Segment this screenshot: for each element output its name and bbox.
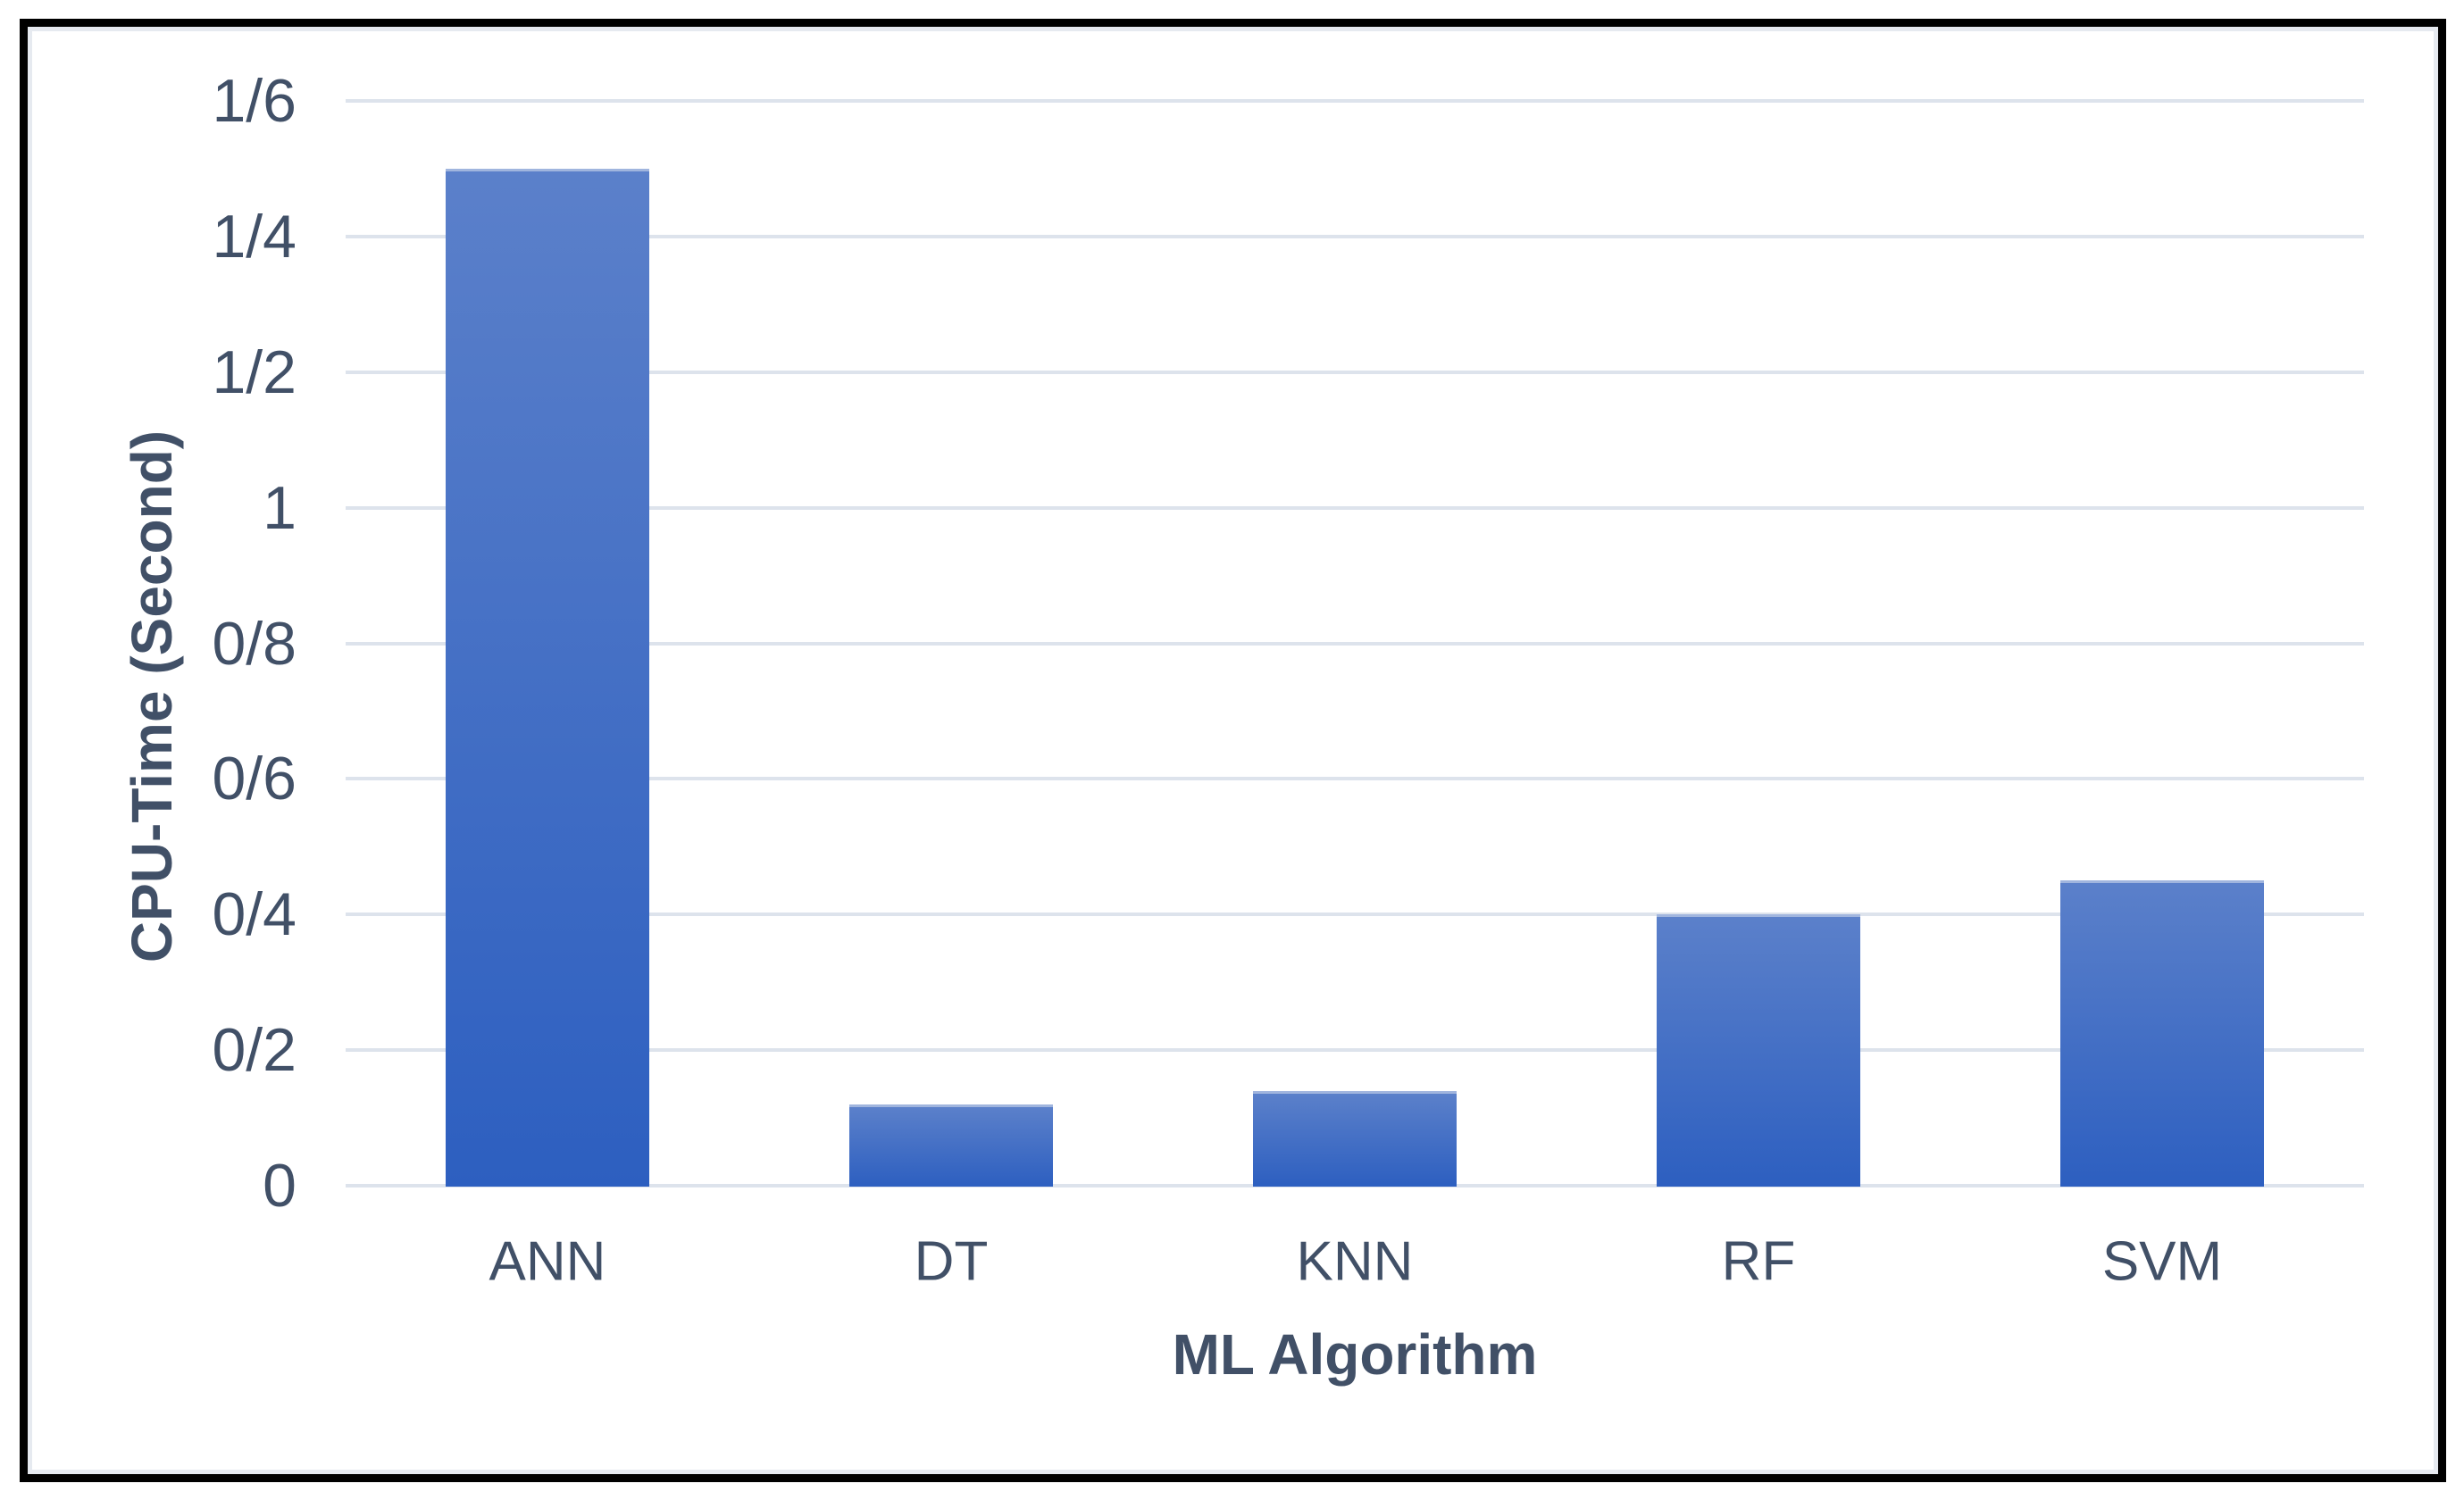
x-axis-title: ML Algorithm — [1172, 1322, 1538, 1387]
y-tick-label-1-2: 1/2 — [212, 338, 297, 406]
gridline-0-8 — [346, 641, 2364, 646]
y-tick-label-1-6: 1/6 — [212, 67, 297, 135]
gridline-0-6 — [346, 777, 2364, 781]
bar-KNN — [1253, 1090, 1457, 1187]
y-tick-label-0-4: 0/4 — [212, 880, 297, 949]
gridline-1-2 — [346, 370, 2364, 374]
bar-RF — [1657, 914, 1860, 1187]
y-tick-label-0-8: 0/8 — [212, 609, 297, 678]
x-tick-label-SVM: SVM — [2101, 1230, 2223, 1293]
bar-SVM — [2060, 880, 2264, 1187]
y-tick-label-1-4: 1/4 — [212, 202, 297, 271]
x-tick-label-ANN: ANN — [489, 1230, 606, 1293]
chart-border-frame — [20, 19, 2446, 1482]
y-tick-label-0-6: 0/6 — [212, 745, 297, 813]
gridline-1-4 — [346, 234, 2364, 238]
y-tick-label-1: 1 — [263, 473, 297, 542]
x-tick-label-KNN: KNN — [1296, 1230, 1414, 1293]
y-tick-label-0-2: 0/2 — [212, 1016, 297, 1085]
x-tick-label-DT: DT — [914, 1230, 989, 1293]
gridline-0-2 — [346, 1048, 2364, 1053]
bar-ANN — [446, 168, 649, 1187]
bar-DT — [849, 1104, 1053, 1187]
gridline-1 — [346, 505, 2364, 510]
y-tick-label-0: 0 — [263, 1152, 297, 1220]
gridline-1-6 — [346, 99, 2364, 103]
gridline-0-4 — [346, 912, 2364, 917]
x-tick-label-RF: RF — [1721, 1230, 1796, 1293]
